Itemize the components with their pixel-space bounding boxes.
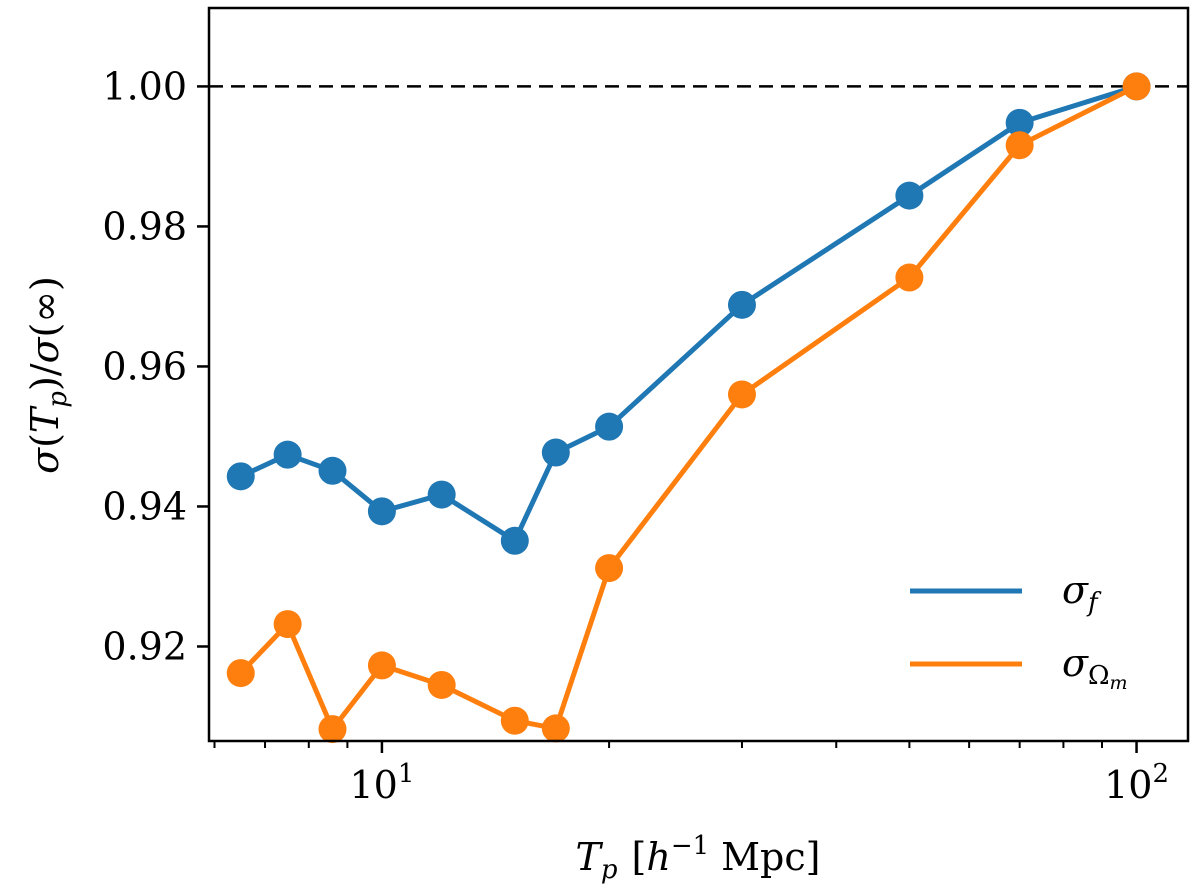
y-tick-label-4: 1.00 <box>102 64 187 108</box>
x-tick-label-0: 101 <box>349 759 414 807</box>
y-tick-label-3: 0.98 <box>102 204 187 248</box>
series-layer <box>226 72 1151 744</box>
series-0-point-5 <box>500 526 529 555</box>
series-0-point-7 <box>595 412 624 441</box>
series-1-point-1 <box>273 610 302 639</box>
series-1-point-8 <box>727 380 756 409</box>
series-0-point-6 <box>541 438 570 467</box>
series-0-point-4 <box>427 480 456 509</box>
y-axis-label: σ(Tp)/σ(∞) <box>23 276 73 474</box>
x-axis-label: Tp [h−1 Mpc] <box>575 831 820 885</box>
series-0-point-10 <box>1005 108 1034 137</box>
series-1-point-3 <box>367 651 396 680</box>
plot-frame <box>207 6 1190 743</box>
series-1-point-9 <box>895 263 924 292</box>
series-line-1 <box>238 84 1138 732</box>
series-1-point-7 <box>595 554 624 583</box>
series-1-point-11 <box>1122 72 1151 101</box>
series-0-point-8 <box>727 290 756 319</box>
y-tick-label-0: 0.92 <box>102 624 187 668</box>
x-tick-label-1: 102 <box>1104 759 1169 807</box>
series-1-point-10 <box>1005 131 1034 160</box>
series-1-point-4 <box>427 670 456 699</box>
series-0-point-2 <box>318 456 347 485</box>
series-0-point-9 <box>895 181 924 210</box>
ticks-layer: 0.92 0.94 0.96 0.98 1.00 101 102 <box>102 64 1169 807</box>
series-1-point-5 <box>500 706 529 735</box>
series-1-point-0 <box>226 659 255 688</box>
series-1-point-6 <box>541 714 570 743</box>
series-0-point-3 <box>367 497 396 526</box>
y-tick-label-1: 0.94 <box>102 484 187 528</box>
series-1-point-2 <box>318 715 347 744</box>
legend: σf σΩm <box>910 568 1128 694</box>
legend-label-sigma-omega-m: σΩm <box>1062 641 1128 694</box>
series-0-point-1 <box>273 440 302 469</box>
series-0-point-0 <box>226 462 255 491</box>
y-tick-label-2: 0.96 <box>102 344 187 388</box>
